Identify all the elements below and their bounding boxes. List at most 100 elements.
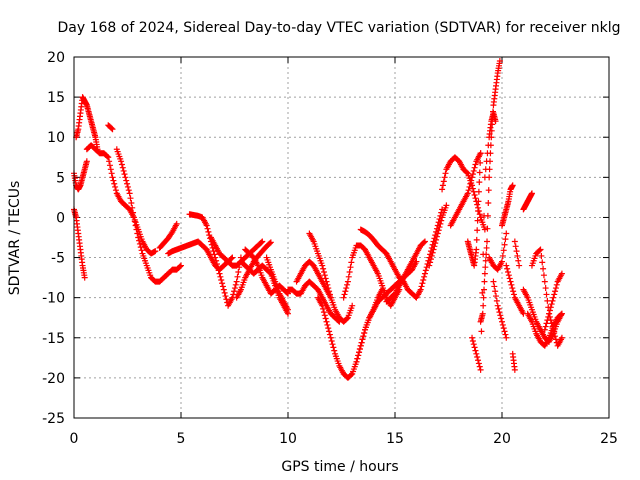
data-point: [440, 178, 447, 185]
data-point: [232, 281, 239, 288]
data-point: [505, 272, 512, 279]
data-point: [491, 283, 498, 290]
data-point: [543, 291, 550, 298]
data-point: [205, 228, 212, 235]
y-axis-label: SDTVAR / TECUs: [7, 181, 23, 296]
series-s14: [263, 254, 291, 313]
data-point: [152, 248, 159, 255]
data-point: [476, 179, 483, 186]
data-point: [503, 230, 510, 237]
data-point: [106, 162, 113, 169]
data-point: [541, 278, 548, 285]
series-s25: [439, 154, 467, 193]
data-point: [431, 243, 438, 250]
series-s20: [357, 226, 407, 285]
data-point: [558, 334, 565, 341]
data-point: [485, 200, 492, 207]
series-s23: [400, 206, 446, 301]
data-point: [134, 230, 141, 237]
data-point: [492, 288, 499, 295]
data-point: [558, 311, 565, 318]
data-point: [213, 260, 220, 267]
data-point: [349, 302, 356, 309]
data-point: [124, 183, 131, 190]
data-point: [104, 153, 111, 160]
data-point: [543, 320, 550, 327]
data-point: [501, 241, 508, 248]
data-point: [496, 58, 503, 65]
data-point: [353, 358, 360, 365]
data-point: [320, 265, 327, 272]
series-s35: [509, 350, 518, 373]
data-point: [348, 259, 355, 266]
data-point: [138, 247, 145, 254]
y-tick-label: 0: [56, 210, 65, 226]
y-tick-label: 5: [56, 170, 65, 186]
data-point: [360, 333, 367, 340]
data-point: [361, 329, 368, 336]
data-point: [133, 226, 140, 233]
data-point: [487, 158, 494, 165]
plot-frame: [73, 56, 610, 419]
data-point: [259, 238, 266, 245]
data-point: [558, 310, 565, 317]
data-point: [426, 262, 433, 269]
data-point: [474, 227, 481, 234]
data-point: [470, 341, 477, 348]
data-point: [474, 217, 481, 224]
data-point: [346, 268, 353, 275]
data-point: [496, 309, 503, 316]
data-point: [510, 291, 517, 298]
y-tick-labels: -25 -20 -15 -10 -5 0 5 10 15 20: [42, 50, 65, 427]
data-point: [356, 349, 363, 356]
data-point: [326, 331, 333, 338]
data-point: [421, 273, 428, 280]
data-point: [511, 238, 518, 245]
data-point: [493, 297, 500, 304]
data-point: [112, 187, 119, 194]
series-s3: [73, 94, 101, 153]
data-point: [340, 294, 347, 301]
series-s30: [477, 58, 503, 325]
x-tick-label: 10: [279, 431, 297, 447]
data-point: [540, 265, 547, 272]
data-point: [480, 302, 487, 309]
data-point: [489, 114, 496, 121]
data-point: [482, 257, 489, 264]
data-point: [541, 326, 548, 333]
y-tick-label: -15: [42, 331, 65, 347]
data-point: [110, 177, 117, 184]
data-point: [512, 243, 519, 250]
series-s29: [469, 110, 499, 373]
series-s31: [486, 230, 510, 273]
data-point: [341, 291, 348, 298]
data-point: [212, 254, 219, 261]
data-point: [473, 350, 480, 357]
data-point: [345, 273, 352, 280]
data-point: [481, 270, 488, 277]
data-point: [503, 334, 510, 341]
data-point: [442, 170, 449, 177]
data-point: [474, 201, 481, 208]
data-point: [357, 342, 364, 349]
data-point: [502, 331, 509, 338]
data-point: [475, 198, 482, 205]
data-point: [215, 267, 222, 274]
data-point: [120, 167, 127, 174]
data-point: [550, 326, 557, 333]
data-point: [258, 239, 265, 246]
data-point: [542, 285, 549, 292]
x-axis-label: GPS time / hours: [281, 459, 398, 475]
data-point: [499, 318, 505, 325]
data-point: [528, 190, 535, 197]
data-point: [484, 238, 491, 245]
data-point: [515, 257, 522, 264]
data-point: [109, 174, 116, 181]
data-point: [545, 313, 552, 320]
data-point: [173, 220, 180, 227]
data-point: [481, 278, 488, 285]
data-point: [476, 169, 483, 176]
data-point: [504, 265, 511, 272]
data-point: [473, 246, 480, 253]
data-point: [469, 337, 476, 344]
